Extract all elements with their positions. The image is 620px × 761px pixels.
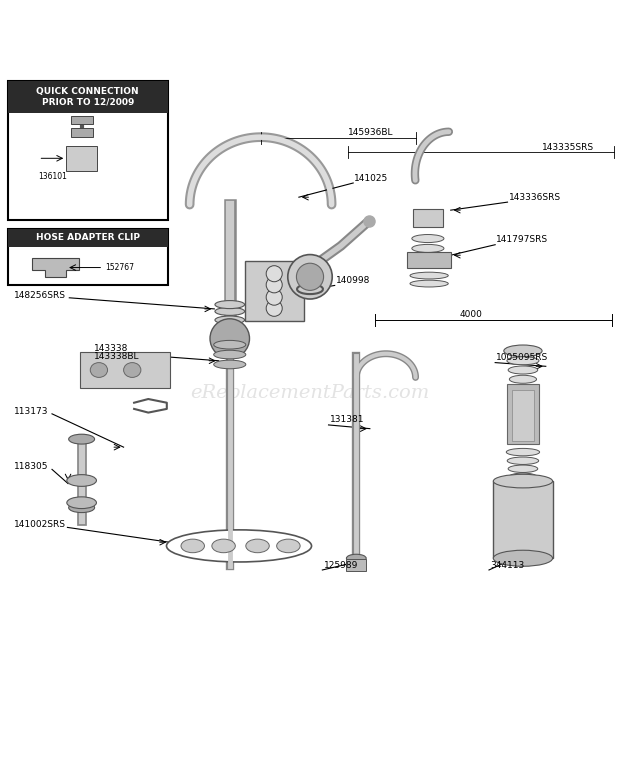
Polygon shape bbox=[32, 258, 79, 278]
Text: 136101: 136101 bbox=[38, 173, 68, 181]
Circle shape bbox=[266, 266, 282, 282]
Bar bbox=[512, 390, 534, 441]
Ellipse shape bbox=[510, 375, 536, 384]
Bar bbox=[7, 229, 168, 285]
Ellipse shape bbox=[507, 457, 539, 464]
Text: HOSE ADAPTER CLIP: HOSE ADAPTER CLIP bbox=[36, 234, 140, 243]
Text: 143335SRS: 143335SRS bbox=[541, 142, 593, 151]
Ellipse shape bbox=[214, 360, 246, 369]
Text: 143338BL: 143338BL bbox=[94, 352, 140, 361]
Ellipse shape bbox=[181, 539, 205, 552]
Bar bbox=[347, 559, 366, 571]
Text: 143338: 143338 bbox=[94, 344, 128, 353]
Bar bbox=[245, 261, 304, 320]
Ellipse shape bbox=[277, 539, 300, 552]
Ellipse shape bbox=[508, 366, 538, 374]
Ellipse shape bbox=[494, 474, 552, 488]
Circle shape bbox=[266, 277, 282, 293]
Ellipse shape bbox=[69, 503, 95, 513]
Bar bbox=[66, 146, 97, 170]
Bar bbox=[71, 116, 93, 124]
Text: eReplacementParts.com: eReplacementParts.com bbox=[190, 384, 430, 402]
Text: 141797SRS: 141797SRS bbox=[497, 235, 549, 244]
Ellipse shape bbox=[412, 234, 444, 243]
Circle shape bbox=[296, 263, 324, 291]
Text: 143336SRS: 143336SRS bbox=[509, 193, 561, 202]
Ellipse shape bbox=[67, 497, 97, 508]
Ellipse shape bbox=[494, 550, 552, 566]
Ellipse shape bbox=[69, 435, 95, 444]
Ellipse shape bbox=[347, 554, 366, 562]
Ellipse shape bbox=[214, 350, 246, 359]
Bar bbox=[7, 81, 168, 220]
Text: 140998: 140998 bbox=[336, 276, 370, 285]
Ellipse shape bbox=[91, 362, 107, 377]
Bar bbox=[494, 481, 552, 559]
Text: 145936BL: 145936BL bbox=[348, 128, 394, 137]
Text: 4000: 4000 bbox=[459, 310, 482, 319]
Ellipse shape bbox=[123, 362, 141, 377]
Ellipse shape bbox=[507, 357, 539, 365]
Ellipse shape bbox=[67, 475, 97, 486]
Ellipse shape bbox=[246, 539, 269, 552]
Circle shape bbox=[210, 319, 249, 358]
Text: 1005095RS: 1005095RS bbox=[497, 353, 549, 362]
Bar bbox=[507, 384, 539, 444]
Text: 131381: 131381 bbox=[330, 416, 365, 425]
Text: 141025: 141025 bbox=[355, 174, 389, 183]
Circle shape bbox=[266, 289, 282, 305]
Bar bbox=[7, 229, 168, 247]
Ellipse shape bbox=[504, 345, 542, 357]
Text: 141002SRS: 141002SRS bbox=[14, 521, 66, 530]
Ellipse shape bbox=[410, 280, 448, 287]
Bar bbox=[71, 128, 93, 137]
Ellipse shape bbox=[410, 272, 448, 279]
Bar bbox=[7, 81, 168, 113]
Bar bbox=[413, 209, 443, 228]
Text: 152767: 152767 bbox=[105, 263, 134, 272]
Ellipse shape bbox=[215, 316, 244, 324]
Text: 118305: 118305 bbox=[14, 463, 48, 471]
Text: 125989: 125989 bbox=[324, 561, 358, 569]
Circle shape bbox=[288, 255, 332, 299]
Ellipse shape bbox=[412, 244, 444, 253]
Ellipse shape bbox=[214, 340, 246, 349]
Ellipse shape bbox=[508, 465, 538, 473]
Ellipse shape bbox=[509, 473, 537, 480]
Ellipse shape bbox=[167, 530, 311, 562]
Text: 113173: 113173 bbox=[14, 407, 48, 416]
Ellipse shape bbox=[507, 448, 539, 456]
Ellipse shape bbox=[212, 539, 236, 552]
Bar bbox=[81, 352, 170, 388]
Bar bbox=[407, 251, 451, 268]
Text: QUICK CONNECTION
PRIOR TO 12/2009: QUICK CONNECTION PRIOR TO 12/2009 bbox=[37, 88, 139, 107]
Ellipse shape bbox=[215, 307, 244, 315]
Text: 148256SRS: 148256SRS bbox=[14, 291, 66, 300]
Text: 344113: 344113 bbox=[490, 561, 525, 569]
Circle shape bbox=[266, 301, 282, 317]
Ellipse shape bbox=[215, 301, 244, 309]
